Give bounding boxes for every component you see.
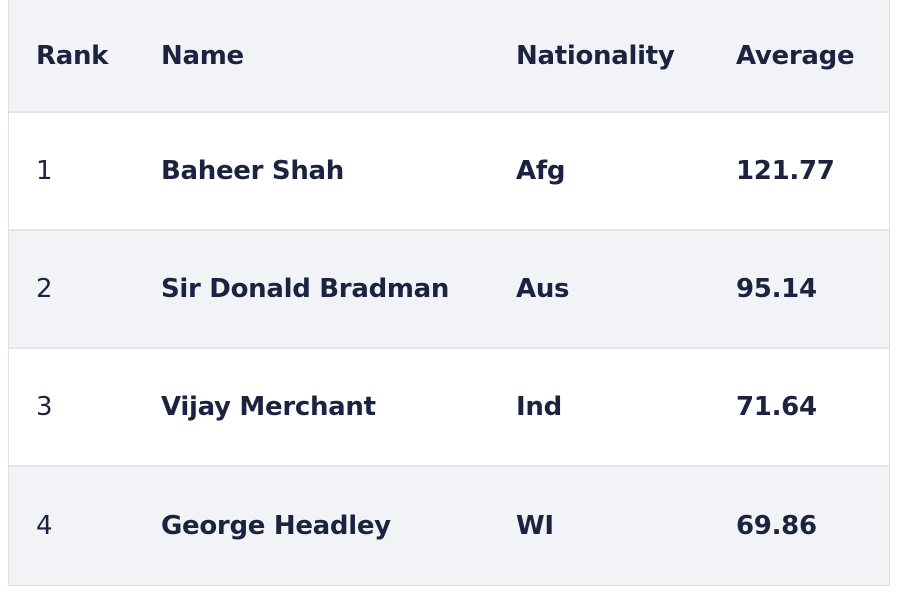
table-row: 1 Baheer Shah Afg 121.77	[9, 113, 889, 231]
name-cell: Sir Donald Bradman	[161, 274, 450, 304]
nationality-cell: Ind	[516, 392, 562, 422]
table-row: 4 George Headley WI 69.86	[9, 467, 889, 585]
nationality-cell: Aus	[516, 274, 570, 304]
nationality-cell: WI	[516, 511, 554, 541]
nationality-cell: Afg	[516, 156, 566, 186]
header-name: Name	[161, 40, 244, 71]
rank-cell: 3	[36, 392, 53, 422]
rank-cell: 2	[36, 274, 53, 304]
rank-cell: 1	[36, 156, 53, 186]
name-cell: George Headley	[161, 511, 391, 541]
header-nationality: Nationality	[516, 40, 675, 71]
table-row: 2 Sir Donald Bradman Aus 95.14	[9, 231, 889, 349]
name-cell: Vijay Merchant	[161, 392, 376, 422]
table-row: 3 Vijay Merchant Ind 71.64	[9, 349, 889, 467]
average-cell: 121.77	[736, 156, 835, 186]
average-cell: 69.86	[736, 511, 817, 541]
table-header-row: Rank Name Nationality Average	[9, 0, 889, 113]
rank-cell: 4	[36, 511, 53, 541]
average-cell: 95.14	[736, 274, 817, 304]
name-cell: Baheer Shah	[161, 156, 345, 186]
average-cell: 71.64	[736, 392, 817, 422]
header-average: Average	[736, 40, 855, 71]
header-rank: Rank	[36, 40, 109, 71]
batting-average-table: Rank Name Nationality Average 1 Baheer S…	[8, 0, 890, 586]
